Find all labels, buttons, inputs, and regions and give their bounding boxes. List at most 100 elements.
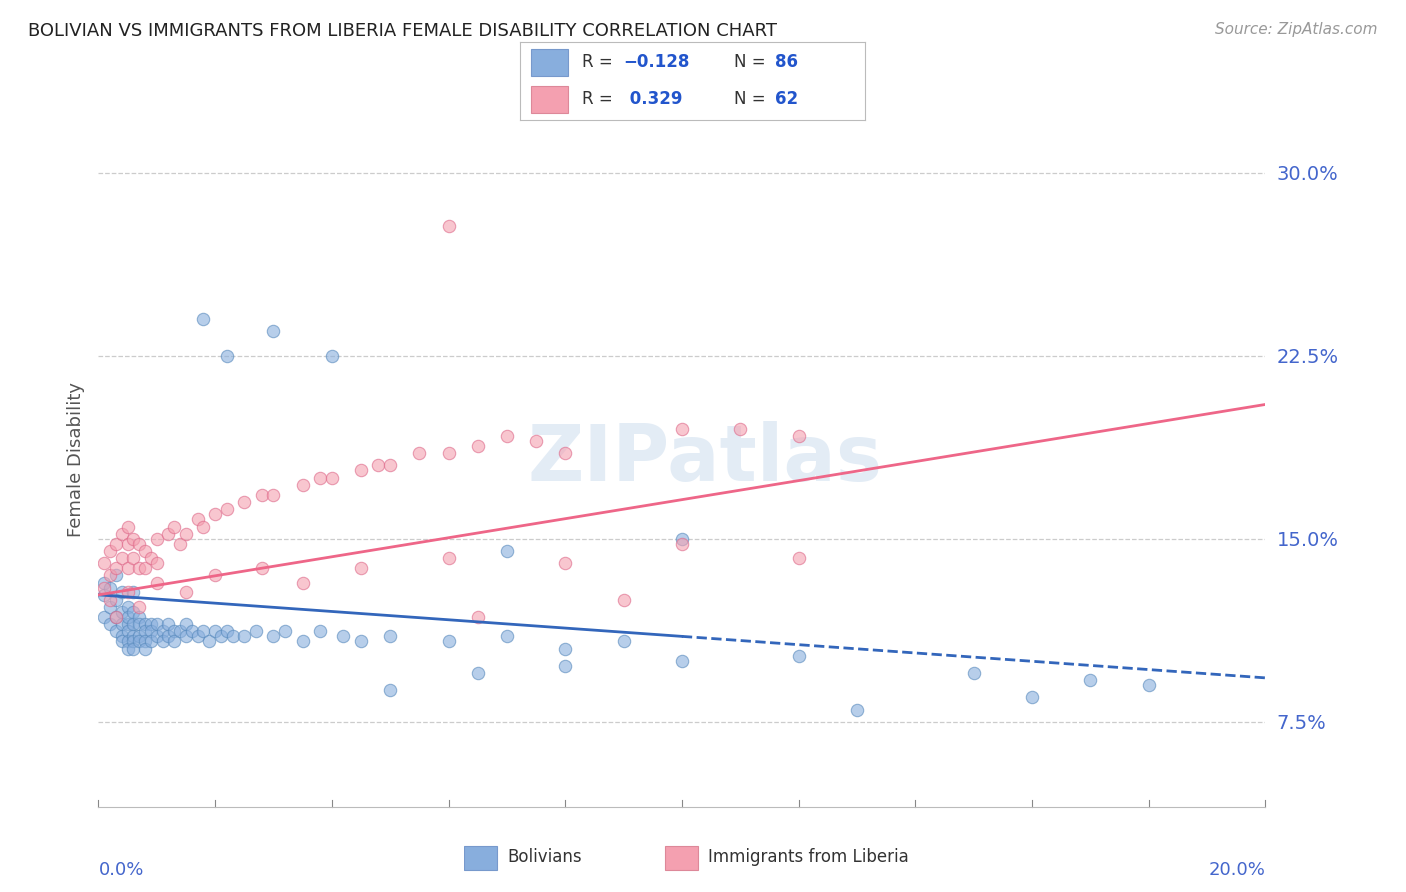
- Point: [496, 544, 519, 558]
- Point: [496, 629, 519, 643]
- Point: [204, 624, 226, 639]
- Text: BOLIVIAN VS IMMIGRANTS FROM LIBERIA FEMALE DISABILITY CORRELATION CHART: BOLIVIAN VS IMMIGRANTS FROM LIBERIA FEMA…: [28, 22, 778, 40]
- Point: [671, 422, 693, 436]
- Point: [93, 581, 115, 595]
- Point: [98, 544, 121, 558]
- Point: [524, 434, 547, 448]
- Point: [146, 575, 169, 590]
- Point: [169, 536, 191, 550]
- Point: [221, 629, 243, 643]
- Point: [262, 324, 284, 338]
- Point: [104, 610, 127, 624]
- Point: [962, 665, 984, 680]
- Point: [93, 588, 115, 602]
- Point: [321, 471, 343, 485]
- Point: [134, 641, 156, 656]
- Text: R =: R =: [582, 54, 619, 71]
- Text: ZIPatlas: ZIPatlas: [527, 421, 883, 498]
- Point: [157, 526, 180, 541]
- Point: [245, 624, 267, 639]
- Point: [612, 634, 634, 648]
- Point: [350, 463, 373, 477]
- Text: 62: 62: [775, 90, 799, 108]
- Point: [146, 629, 169, 643]
- Point: [104, 568, 127, 582]
- Point: [554, 446, 576, 460]
- Text: R =: R =: [582, 90, 619, 108]
- Point: [98, 617, 121, 632]
- FancyBboxPatch shape: [530, 86, 568, 112]
- Point: [122, 634, 145, 648]
- Point: [111, 634, 134, 648]
- Point: [134, 561, 156, 575]
- Point: [350, 561, 373, 575]
- Point: [193, 312, 215, 326]
- Point: [204, 568, 226, 582]
- Point: [163, 519, 186, 533]
- Point: [93, 610, 115, 624]
- Point: [122, 641, 145, 656]
- Point: [1080, 673, 1102, 688]
- Point: [104, 536, 127, 550]
- Point: [671, 532, 693, 546]
- Point: [111, 585, 134, 599]
- Point: [787, 648, 810, 663]
- Point: [111, 605, 134, 619]
- Point: [174, 526, 197, 541]
- Point: [146, 556, 169, 570]
- Text: Source: ZipAtlas.com: Source: ZipAtlas.com: [1215, 22, 1378, 37]
- Point: [139, 551, 162, 566]
- Point: [671, 654, 693, 668]
- Point: [408, 446, 430, 460]
- Point: [274, 624, 297, 639]
- Point: [332, 629, 354, 643]
- Text: 20.0%: 20.0%: [1209, 861, 1265, 879]
- Point: [262, 488, 284, 502]
- Point: [134, 624, 156, 639]
- Point: [122, 551, 145, 566]
- Point: [1021, 690, 1043, 705]
- Point: [122, 629, 145, 643]
- Point: [350, 634, 373, 648]
- Point: [496, 429, 519, 443]
- Point: [787, 551, 810, 566]
- Point: [128, 561, 150, 575]
- Point: [187, 629, 209, 643]
- Point: [139, 624, 162, 639]
- Point: [111, 617, 134, 632]
- Point: [174, 617, 197, 632]
- Point: [122, 585, 145, 599]
- Point: [169, 624, 191, 639]
- Point: [117, 617, 139, 632]
- Text: 0.0%: 0.0%: [98, 861, 143, 879]
- Text: 0.329: 0.329: [624, 90, 682, 108]
- FancyBboxPatch shape: [464, 846, 498, 871]
- Point: [209, 629, 232, 643]
- Point: [215, 624, 238, 639]
- Point: [380, 458, 402, 473]
- Point: [128, 600, 150, 615]
- Text: N =: N =: [734, 54, 770, 71]
- Point: [671, 536, 693, 550]
- Point: [233, 629, 256, 643]
- Point: [193, 624, 215, 639]
- Point: [98, 600, 121, 615]
- Point: [117, 561, 139, 575]
- Point: [104, 624, 127, 639]
- Point: [554, 658, 576, 673]
- Point: [612, 592, 634, 607]
- Point: [309, 624, 332, 639]
- Point: [467, 439, 489, 453]
- Point: [117, 519, 139, 533]
- Point: [98, 568, 121, 582]
- Point: [128, 629, 150, 643]
- Point: [104, 561, 127, 575]
- Point: [93, 575, 115, 590]
- Point: [134, 544, 156, 558]
- Point: [117, 600, 139, 615]
- Point: [139, 634, 162, 648]
- Point: [554, 641, 576, 656]
- Point: [309, 471, 332, 485]
- Point: [157, 617, 180, 632]
- Point: [117, 624, 139, 639]
